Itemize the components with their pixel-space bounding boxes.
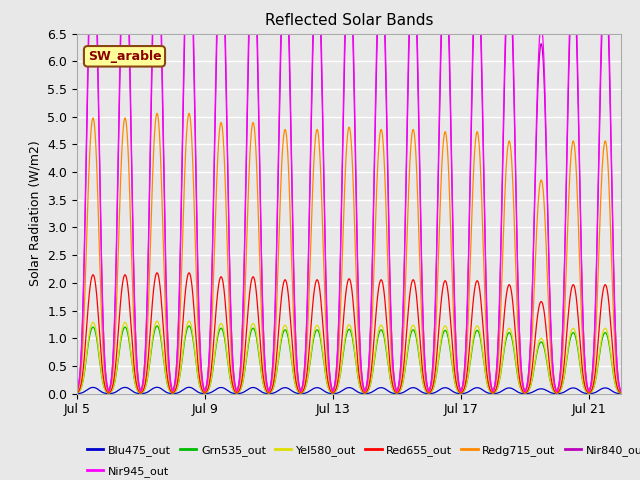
Nir945_out (502, 19, 509, 24)
Redg715_out (237, 375, 244, 381)
Red655_out (73, 390, 81, 396)
Red655_out (237, 384, 244, 390)
Nir945_out (116, 78, 124, 84)
Redg715_out (617, 389, 625, 395)
Blu475_out (116, 387, 124, 393)
Yel580_out (184, 321, 191, 327)
Blu475_out (617, 391, 625, 396)
Blu475_out (191, 387, 198, 393)
Redg715_out (191, 209, 198, 215)
Yel580_out (153, 318, 161, 324)
Blu475_out (184, 384, 191, 390)
Y-axis label: Solar Radiation (W/m2): Solar Radiation (W/m2) (29, 141, 42, 287)
Red655_out (116, 312, 124, 318)
Grn535_out (116, 347, 124, 353)
Nir840_out (521, 389, 529, 395)
Grn535_out (191, 347, 198, 353)
Yel580_out (617, 390, 625, 396)
Red655_out (372, 310, 380, 316)
Line: Red655_out: Red655_out (77, 273, 621, 393)
Line: Yel580_out: Yel580_out (77, 321, 621, 393)
Redg715_out (502, 175, 509, 181)
Redg715_out (73, 389, 81, 395)
Red655_out (502, 298, 509, 303)
Nir945_out (237, 365, 244, 371)
Blu475_out (73, 391, 81, 396)
Nir840_out (73, 388, 81, 394)
Red655_out (153, 270, 161, 276)
Yel580_out (372, 342, 380, 348)
Redg715_out (116, 209, 124, 215)
Nir840_out (617, 388, 625, 394)
Grn535_out (184, 325, 191, 331)
Line: Grn535_out: Grn535_out (77, 326, 621, 393)
Grn535_out (237, 387, 244, 393)
Nir945_out (191, 78, 198, 84)
Line: Redg715_out: Redg715_out (77, 113, 621, 392)
Grn535_out (502, 339, 509, 345)
Legend: Nir945_out: Nir945_out (83, 462, 173, 480)
Nir840_out (372, 85, 380, 91)
Yel580_out (191, 344, 198, 349)
Yel580_out (521, 390, 529, 396)
Yel580_out (237, 387, 244, 393)
Red655_out (521, 390, 529, 396)
Redg715_out (184, 121, 191, 127)
Grn535_out (372, 346, 380, 351)
Line: Nir840_out: Nir840_out (77, 0, 621, 392)
Line: Nir945_out: Nir945_out (77, 0, 621, 392)
Nir945_out (73, 388, 81, 394)
Yel580_out (116, 344, 124, 349)
Text: SW_arable: SW_arable (88, 50, 161, 63)
Red655_out (617, 390, 625, 396)
Line: Blu475_out: Blu475_out (77, 387, 621, 394)
Nir945_out (372, 69, 380, 75)
Nir945_out (617, 388, 625, 394)
Blu475_out (237, 390, 244, 396)
Redg715_out (521, 389, 529, 395)
Red655_out (184, 275, 191, 280)
Yel580_out (502, 335, 509, 341)
Blu475_out (372, 386, 380, 392)
Title: Reflected Solar Bands: Reflected Solar Bands (264, 13, 433, 28)
Redg715_out (153, 110, 161, 116)
Grn535_out (153, 323, 161, 329)
Nir840_out (502, 37, 509, 43)
Grn535_out (521, 390, 529, 396)
Blu475_out (502, 386, 509, 392)
Redg715_out (372, 204, 380, 210)
Grn535_out (617, 390, 625, 396)
Nir840_out (116, 94, 124, 99)
Yel580_out (73, 390, 81, 396)
Red655_out (191, 312, 198, 318)
Nir840_out (191, 93, 198, 99)
Blu475_out (153, 384, 161, 390)
Grn535_out (73, 390, 81, 396)
Nir945_out (521, 389, 529, 395)
Nir840_out (237, 366, 244, 372)
